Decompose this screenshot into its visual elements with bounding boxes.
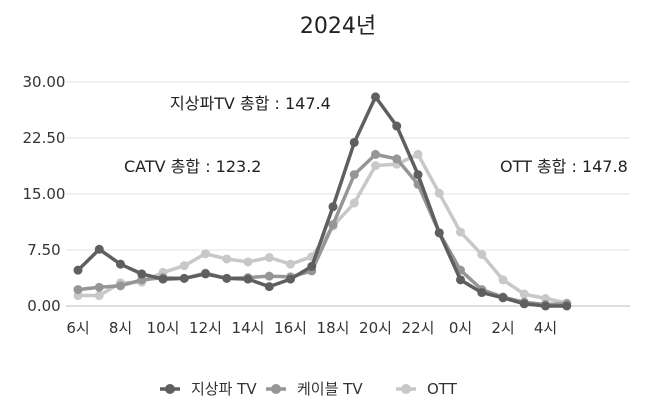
y-tick-label: 7.50 [27,241,60,259]
legend: 지상파 TV 케이블 TV OTT [160,380,458,398]
data-point [413,149,423,159]
data-point [137,269,147,279]
data-point [371,92,380,102]
series-line [76,95,569,308]
data-point [371,161,380,171]
data-point [179,273,189,283]
x-tick-label: 6시 [66,319,89,337]
series-line [76,152,569,305]
data-point [222,273,232,283]
data-point [456,227,465,237]
legend-item: 지상파 TV [160,380,257,398]
data-point [477,249,487,259]
data-point [73,265,83,275]
annotation-terrestrial-total: 지상파TV 총합 : 147.4 [170,94,331,113]
legend-marker [401,384,411,394]
data-point [201,269,210,279]
data-point [328,220,338,230]
data-point [158,274,168,284]
data-point [264,282,274,292]
data-point [243,257,253,267]
data-point [541,301,550,311]
y-tick-label: 22.50 [23,129,66,147]
data-point [116,281,125,291]
data-point [116,259,125,269]
legend-marker [165,384,175,394]
series [73,92,572,311]
data-point [264,271,274,281]
legend-label: OTT [427,380,458,398]
data-point [477,288,487,298]
y-tick-label: 0.00 [27,297,60,315]
data-point [264,252,274,262]
data-point [94,244,104,254]
data-point [349,137,359,147]
data-point [179,261,189,271]
annotation-catv-total: CATV 총합 : 123.2 [124,157,262,176]
data-point [498,293,508,303]
y-tick-label: 15.00 [23,185,66,203]
legend-marker [271,384,281,394]
data-point [392,154,402,164]
x-axis: 6시 8시 10시 12시 14시 16시 18시 20시 22시 0시 2시 4시 [66,319,557,337]
data-point [434,228,444,238]
data-point [349,170,359,180]
y-axis: 0.00 7.50 15.00 22.50 30.00 [23,73,66,315]
legend-label: 지상파 TV [191,380,257,398]
x-tick-label: 14시 [232,319,265,337]
x-tick-label: 12시 [189,319,222,337]
data-point [94,282,104,292]
data-point [286,259,295,269]
x-tick-label: 10시 [147,319,180,337]
chart-title: 2024년 [300,14,376,39]
series-layer [73,92,572,311]
x-tick-label: 16시 [274,319,307,337]
series-line [76,152,569,307]
x-tick-label: 0시 [449,319,472,337]
legend-item: OTT [396,380,458,398]
data-point [413,170,423,180]
x-tick-label: 2시 [491,319,514,337]
data-point [243,274,253,284]
data-point [94,291,104,301]
data-point [328,202,338,212]
data-point [392,121,402,131]
data-point [222,254,232,264]
x-tick-label: 20시 [359,319,392,337]
annotations: 지상파TV 총합 : 147.4 CATV 총합 : 123.2 OTT 총합 … [124,94,628,176]
legend-label: 케이블 TV [297,380,363,398]
data-point [349,198,359,208]
data-point [371,149,380,159]
x-tick-label: 18시 [317,319,350,337]
data-point [562,301,572,311]
data-point [434,188,444,198]
data-point [201,249,210,259]
x-tick-label: 8시 [109,319,132,337]
data-point [307,261,317,271]
y-tick-label: 30.00 [23,73,66,91]
legend-item: 케이블 TV [266,380,363,398]
data-point [286,274,295,284]
grid [66,81,630,307]
x-tick-label: 22시 [402,319,435,337]
annotation-ott-total: OTT 총합 : 147.8 [500,157,628,176]
data-point [519,289,529,299]
data-point [456,275,465,285]
data-point [519,299,529,309]
data-point [73,285,83,295]
x-tick-label: 4시 [534,319,557,337]
data-point [498,275,508,285]
